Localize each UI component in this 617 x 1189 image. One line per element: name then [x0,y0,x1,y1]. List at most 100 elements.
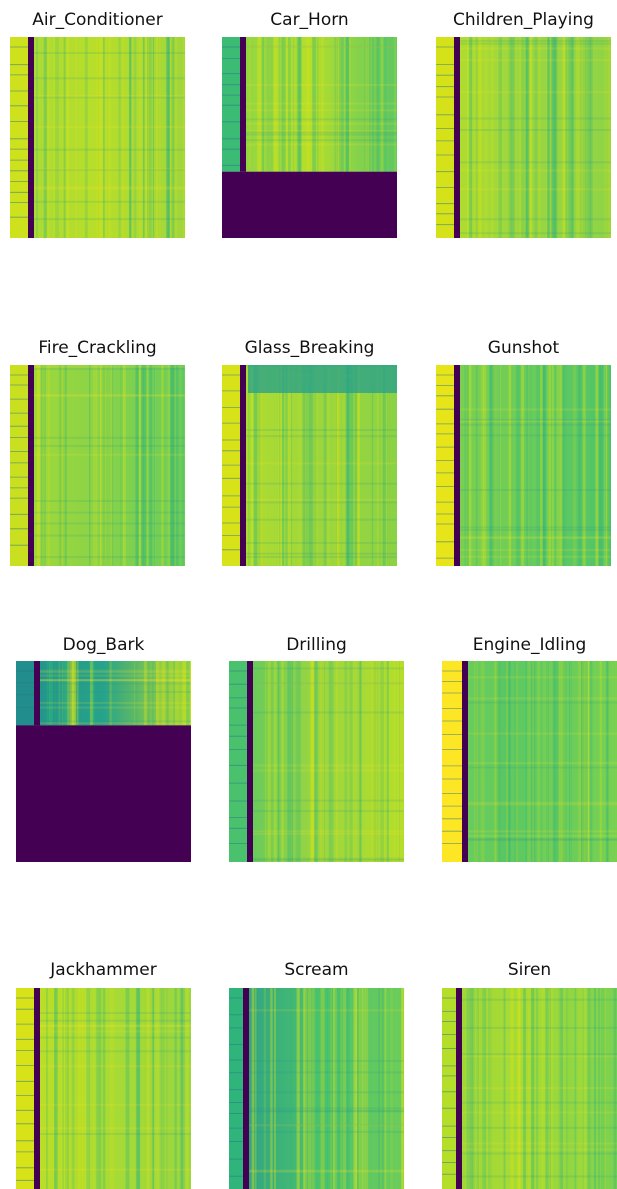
texture [53,37,54,238]
dark-band [454,37,460,238]
texture [148,988,150,1189]
texture [343,988,346,1189]
texture [366,988,368,1189]
texture [44,37,47,238]
texture [30,500,185,502]
texture [499,365,501,566]
texture [509,37,510,238]
texture [458,1102,617,1104]
texture [331,988,333,1189]
texture [464,702,617,704]
panel-title: Gunshot [488,338,560,358]
panel-title: Scream [284,960,348,980]
texture [36,722,191,724]
texture [282,365,284,566]
low-band [10,37,28,238]
texture [464,830,617,832]
texture [388,365,389,566]
texture [245,1124,404,1126]
texture [274,988,276,1189]
texture [242,462,397,464]
texture [110,988,114,1189]
texture [499,37,502,238]
texture [144,988,146,1189]
texture [72,988,75,1189]
spectrogram-panel: Engine_Idling [442,635,617,862]
dark-band [34,661,40,725]
texture [377,365,379,566]
texture [30,395,185,397]
texture [30,445,185,447]
texture [185,988,189,1189]
texture [458,1053,617,1055]
texture [309,365,313,566]
texture [30,556,185,558]
texture [458,1149,617,1151]
texture [139,37,142,238]
texture [456,526,611,528]
texture [30,523,185,525]
texture [136,988,140,1189]
texture [134,37,137,238]
panel-title: Dog_Bark [63,635,145,655]
texture [519,365,522,566]
texture [249,810,404,812]
texture [464,838,617,840]
texture [378,988,381,1189]
spectrogram-panel: Drilling [229,635,404,862]
texture [153,37,154,238]
texture [456,424,611,426]
dark-band [34,988,40,1189]
texture [456,129,611,131]
texture [464,803,617,805]
texture [152,988,154,1189]
texture [249,800,404,802]
texture [489,365,491,566]
texture [475,37,478,238]
texture [249,770,404,772]
texture [245,1131,404,1133]
texture [242,109,397,111]
spectrogram-panel: Siren [442,960,617,1189]
texture [604,37,608,238]
texture [131,37,134,238]
texture [36,1012,191,1014]
texture [458,1127,617,1129]
texture [242,84,397,86]
texture [327,365,330,566]
panel-title: Jackhammer [49,960,156,980]
texture [156,37,158,238]
texture [93,988,94,1189]
texture [464,733,617,735]
texture [456,529,611,531]
panel-title: Drilling [286,635,347,655]
texture [286,365,288,566]
texture [560,365,561,566]
texture [476,365,478,566]
texture [242,429,397,431]
texture [242,556,397,558]
spectrogram-panel: Fire_Crackling [10,338,185,566]
texture [36,37,38,238]
texture [467,365,468,566]
texture [464,767,617,769]
texture [456,188,611,190]
texture [598,365,602,566]
low-band [442,661,462,862]
texture [458,1112,617,1114]
texture [534,37,537,238]
texture [324,365,327,566]
texture [303,988,306,1189]
texture [456,170,611,172]
texture [109,37,110,238]
texture [582,37,585,238]
texture [458,1176,617,1178]
low-band [222,37,240,172]
texture [30,368,185,370]
texture [245,1107,404,1109]
texture [242,519,397,521]
spectrogram-panel: Air_Conditioner [10,10,185,238]
texture [242,435,397,437]
texture [249,712,404,714]
dark-band [456,988,462,1189]
